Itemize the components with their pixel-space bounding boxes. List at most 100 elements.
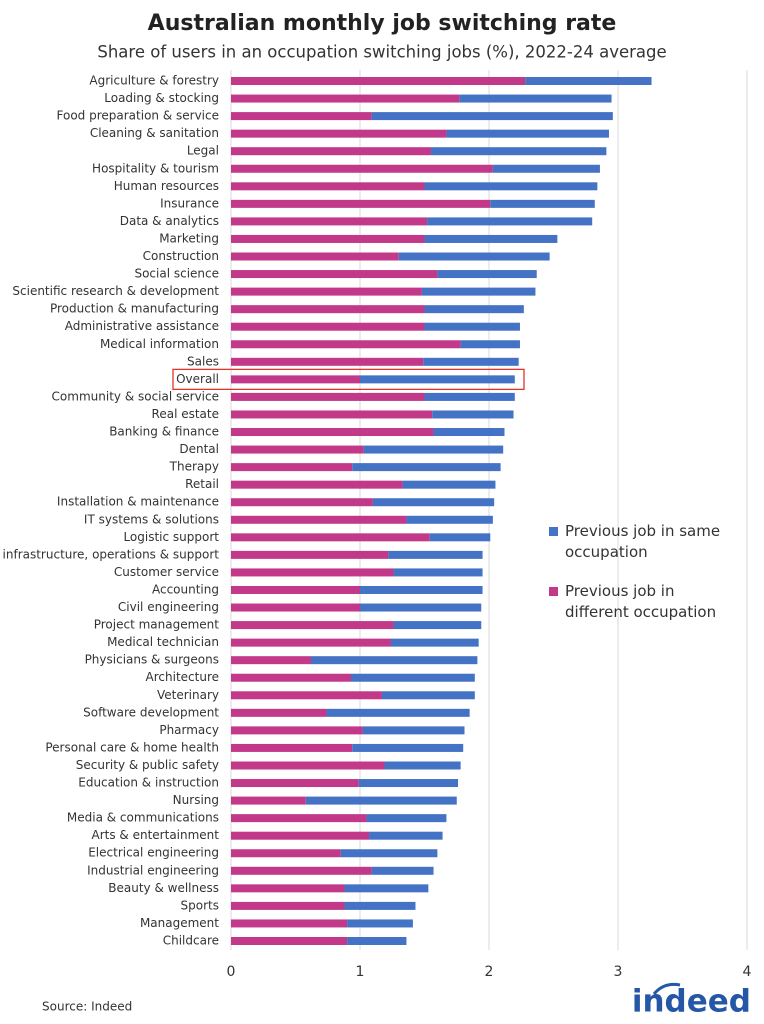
chart-title: Australian monthly job switching rate bbox=[148, 11, 617, 36]
y-tick-label: Insurance bbox=[160, 196, 219, 210]
y-tick-label: Medical technician bbox=[107, 635, 219, 649]
bar-segment bbox=[460, 340, 520, 349]
bar-segment bbox=[231, 182, 425, 191]
bar-segment bbox=[363, 445, 504, 454]
bar-segment bbox=[492, 164, 600, 173]
y-tick-label: Banking & finance bbox=[109, 425, 219, 439]
bar-segment bbox=[406, 515, 493, 524]
bar-segment bbox=[360, 585, 483, 594]
y-tick-label: Retail bbox=[185, 477, 219, 491]
highlight-box bbox=[172, 368, 525, 391]
chart-subtitle: Share of users in an occupation switchin… bbox=[97, 43, 666, 62]
bar-segment bbox=[362, 726, 465, 735]
bar-segment bbox=[371, 866, 434, 875]
y-tick-label: Nursing bbox=[173, 793, 219, 807]
y-tick-label: Childcare bbox=[163, 934, 219, 948]
y-tick-label: Data & analytics bbox=[120, 214, 219, 228]
bar-segment bbox=[326, 708, 470, 717]
y-tick-label: Accounting bbox=[152, 582, 219, 596]
bar-segment bbox=[231, 550, 389, 559]
bar-segment bbox=[340, 849, 438, 858]
bar-segment bbox=[231, 533, 430, 542]
y-tick-label: Arts & entertainment bbox=[92, 828, 220, 842]
bar-segment bbox=[393, 568, 483, 577]
bar-segment bbox=[231, 498, 373, 507]
x-tick-label: 2 bbox=[485, 964, 494, 980]
bar-segment bbox=[231, 94, 460, 103]
y-tick-label: Overall bbox=[176, 372, 219, 386]
y-tick-label: Sports bbox=[181, 898, 219, 912]
bar-segment bbox=[352, 463, 501, 472]
bar-segment bbox=[231, 901, 345, 910]
y-tick-label: Education & instruction bbox=[78, 776, 219, 790]
bar-segment bbox=[231, 603, 360, 612]
y-tick-label: Community & social service bbox=[52, 389, 219, 403]
legend-item: Previous job in different occupation bbox=[549, 581, 739, 623]
y-tick-label: IT systems & solutions bbox=[84, 512, 219, 526]
bar-segment bbox=[231, 919, 348, 928]
bar-segment bbox=[429, 533, 491, 542]
y-tick-label: Agriculture & forestry bbox=[89, 74, 219, 88]
source: Source: Indeed bbox=[42, 1000, 132, 1014]
bar-segment bbox=[231, 866, 372, 875]
bar-segment bbox=[446, 129, 609, 138]
y-tick-label: Loading & stocking bbox=[104, 91, 219, 105]
bar-segment bbox=[231, 305, 425, 314]
y-tick-label: Food preparation & service bbox=[57, 109, 219, 123]
bar-segment bbox=[231, 322, 425, 331]
bar-segment bbox=[231, 884, 345, 893]
bar-segment bbox=[305, 796, 457, 805]
y-tick-label: Software development bbox=[83, 705, 219, 719]
bar-segment bbox=[310, 656, 478, 665]
bar-segment bbox=[231, 621, 394, 630]
bar-segment bbox=[424, 322, 520, 331]
y-tick-label: Electrical engineering bbox=[88, 846, 219, 860]
bar-segment bbox=[459, 94, 612, 103]
bar-segment bbox=[352, 743, 464, 752]
bar-segment bbox=[231, 129, 447, 138]
bar-segment bbox=[366, 814, 447, 823]
bar-segment bbox=[231, 691, 382, 700]
bar-segment bbox=[231, 585, 360, 594]
bar-segment bbox=[231, 515, 407, 524]
bar-segment bbox=[347, 919, 413, 928]
bar-segment bbox=[231, 270, 438, 279]
bar-segment bbox=[393, 621, 482, 630]
y-tick-label: Construction bbox=[143, 249, 219, 263]
bar-segment bbox=[347, 937, 407, 945]
bar-segment bbox=[231, 831, 370, 840]
y-tick-label: IT infrastructure, operations & support bbox=[0, 547, 219, 561]
y-tick-label: Customer service bbox=[114, 565, 219, 579]
bar-segment bbox=[231, 814, 367, 823]
bar-segment bbox=[432, 410, 514, 419]
y-tick-label: Real estate bbox=[152, 407, 219, 421]
bar-segment bbox=[231, 849, 341, 858]
y-tick-label: Physicians & surgeons bbox=[85, 653, 219, 667]
bar-segment bbox=[231, 357, 424, 366]
y-tick-label: Veterinary bbox=[157, 688, 219, 702]
bar-segment bbox=[421, 287, 536, 296]
y-tick-label: Security & public safety bbox=[76, 758, 219, 772]
y-tick-label: Hospitality & tourism bbox=[92, 161, 219, 175]
bar-segment bbox=[231, 375, 360, 384]
bar-segment bbox=[433, 428, 505, 437]
y-tick-label: Sales bbox=[187, 354, 219, 368]
y-tick-label: Personal care & home health bbox=[45, 740, 219, 754]
bar-segment bbox=[437, 270, 537, 279]
bar-segment bbox=[231, 638, 391, 647]
y-tick-label: Beauty & wellness bbox=[108, 881, 219, 895]
bar-segment bbox=[424, 182, 598, 191]
bar-segment bbox=[231, 252, 399, 261]
bar-segment bbox=[384, 761, 461, 770]
y-tick-label: Project management bbox=[94, 618, 220, 632]
bar-segment bbox=[344, 884, 429, 893]
bar-segment bbox=[369, 831, 443, 840]
bar-segment bbox=[231, 779, 359, 788]
y-tick-label: Marketing bbox=[159, 231, 219, 245]
bar-segment bbox=[231, 656, 311, 665]
bar-segment bbox=[231, 568, 394, 577]
bar-segment bbox=[231, 796, 306, 805]
bar-segment bbox=[231, 147, 431, 156]
bar-segment bbox=[231, 217, 428, 226]
